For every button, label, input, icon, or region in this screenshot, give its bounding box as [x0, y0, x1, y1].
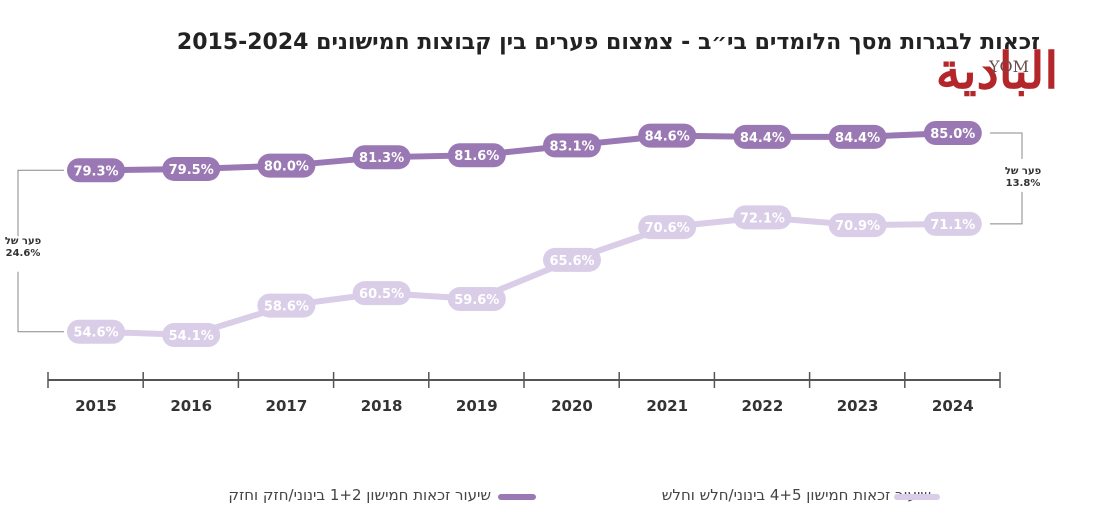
data-label-high: 80.0%	[264, 160, 309, 175]
data-point-high	[923, 121, 982, 145]
data-point-high	[162, 156, 221, 181]
newspaper-logo: البادية YOM	[936, 41, 1058, 100]
data-label-low: 60.5%	[359, 287, 404, 302]
data-label-high: 84.6%	[645, 130, 690, 145]
data-label-high: 81.6%	[454, 149, 499, 164]
logo-latin-text: YOM	[988, 57, 1029, 76]
data-label-low: 70.9%	[835, 219, 880, 234]
data-point-low	[638, 215, 697, 240]
data-point-high	[447, 143, 506, 168]
data-label-low: 71.1%	[930, 218, 975, 233]
data-point-high	[257, 153, 316, 178]
chart-title: זכאות לבגרות מסך הלומדים בי״ב - צמצום פע…	[176, 30, 1040, 55]
x-axis: 2015 2016 2017 2018 2019 2020 2021 2022 2023 2024	[47, 372, 1001, 415]
data-label-high: 84.4%	[740, 131, 785, 146]
series-layer: 79.3% 79.5% 80.0% 81.3% 81.6% 83.1% 84.6% 84.4%…	[67, 121, 982, 347]
data-point-high	[828, 124, 887, 149]
gap-bracket-right-top	[990, 132, 1023, 159]
data-point-low	[67, 319, 125, 344]
data-label-low: 65.6%	[549, 254, 594, 269]
data-point-high	[543, 133, 601, 158]
legend-high-swatch	[498, 494, 536, 500]
series-line-low	[93, 214, 956, 338]
data-point-low	[733, 205, 792, 230]
data-label-high: 81.3%	[359, 151, 404, 166]
data-label-high: 79.3%	[73, 164, 118, 179]
gap-end-note: פער של 13.8%	[1000, 166, 1046, 190]
x-tick-label: 2015	[75, 397, 117, 415]
legend-low-swatch	[894, 494, 940, 500]
data-point-high	[67, 158, 125, 183]
x-tick-label: 2019	[456, 397, 498, 415]
data-point-high	[638, 123, 697, 148]
x-tick-label: 2020	[551, 397, 593, 415]
x-tick-label: 2022	[742, 397, 784, 415]
series-line-high	[93, 130, 956, 174]
data-label-low: 59.6%	[454, 293, 499, 308]
data-point-low	[352, 281, 411, 306]
x-tick-label: 2017	[266, 397, 308, 415]
data-label-high: 85.0%	[930, 127, 975, 142]
gap-start-value: 24.6%	[5, 248, 41, 259]
gap-bracket-left-bottom	[17, 271, 64, 333]
x-tick-label: 2021	[646, 397, 688, 415]
data-label-low: 72.1%	[740, 211, 785, 226]
data-point-high	[352, 145, 411, 170]
data-label-low: 70.6%	[645, 221, 690, 236]
gap-brackets	[17, 132, 1023, 333]
logo-arabic-text: البادية	[936, 41, 1058, 100]
legend-low-label: שיעור זכאות חמישון 4+5 בינוני/חלש וחלש	[661, 486, 931, 504]
gap-start-note: פער של 24.6%	[0, 236, 46, 260]
data-point-low	[828, 213, 887, 238]
gap-bracket-left-top	[17, 169, 64, 237]
x-tick-label: 2016	[170, 397, 212, 415]
data-point-low	[447, 287, 506, 312]
gap-start-label: פער של	[4, 236, 42, 247]
data-label-low: 58.6%	[264, 300, 309, 315]
x-tick-label: 2023	[837, 397, 879, 415]
gap-end-value: 13.8%	[1005, 178, 1041, 189]
data-point-high	[733, 124, 792, 149]
data-point-low	[162, 323, 221, 347]
data-point-low	[543, 247, 601, 272]
data-label-low: 54.6%	[73, 326, 118, 341]
gap-end-label: פער של	[1004, 166, 1042, 177]
data-point-low	[257, 293, 316, 318]
data-label-high: 84.4%	[835, 131, 880, 146]
data-label-high: 83.1%	[549, 139, 594, 154]
x-tick-label: 2024	[932, 397, 974, 415]
data-label-low: 54.1%	[169, 329, 214, 344]
data-point-low	[923, 211, 982, 236]
data-label-high: 79.5%	[169, 163, 214, 178]
x-tick-label: 2018	[361, 397, 403, 415]
gap-bracket-right-bottom	[990, 191, 1023, 225]
legend-high-label: שיעור זכאות חמישון 1+2 בינוני/חזק וחזק	[228, 486, 491, 504]
